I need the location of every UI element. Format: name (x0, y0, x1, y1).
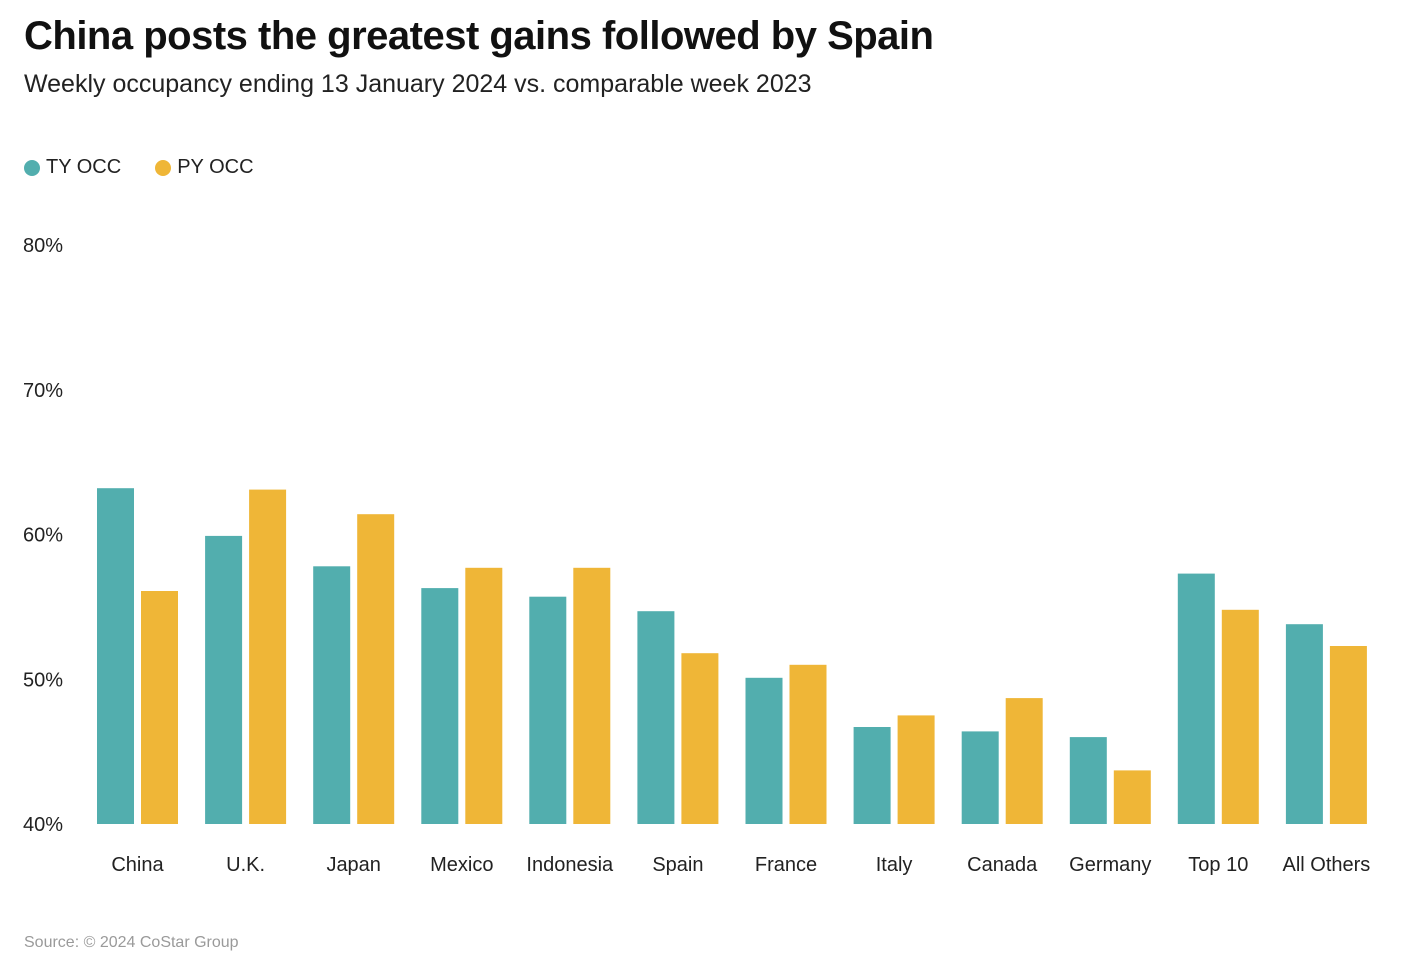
bar-ty-indonesia[interactable]: TY OCC Indonesia: 55.7% (529, 596, 567, 824)
x-tick-label: Mexico (430, 854, 493, 876)
bar-ty-japan[interactable]: TY OCC Japan: 57.8% (313, 566, 351, 824)
y-tick-label: 40% (23, 814, 63, 836)
source-note: Source: © 2024 CoStar Group (24, 934, 239, 951)
bar-py-spain[interactable]: PY OCC Spain: 51.8% (681, 653, 719, 824)
y-axis: 40% 50% 60% 70% 80% (23, 235, 63, 836)
bars: TY OCC China: 63.2%PY OCC China: 56.1% TY… (97, 488, 1367, 824)
x-tick-label: Germany (1069, 854, 1151, 876)
x-tick-label: Spain (652, 854, 703, 876)
bar-ty-china[interactable]: TY OCC China: 63.2% (97, 488, 134, 824)
x-tick-label: Japan (326, 854, 381, 876)
bar-ty-germany[interactable]: TY OCC Germany: 46% (1069, 737, 1107, 824)
x-tick-label: U.K. (226, 854, 265, 876)
bar-ty-mexico[interactable]: TY OCC Mexico: 56.3% (421, 588, 459, 824)
bar-py-mexico[interactable]: PY OCC Mexico: 57.7% (465, 567, 503, 824)
chart-title: China posts the greatest gains followed … (24, 14, 934, 58)
bar-py-japan[interactable]: PY OCC Japan: 61.4% (357, 514, 395, 824)
bar-py-germany[interactable]: PY OCC Germany: 43.7% (1113, 770, 1151, 824)
x-tick-label: All Others (1282, 854, 1370, 876)
bar-py-top-10[interactable]: PY OCC Top 10: 54.8% (1221, 609, 1259, 824)
bar-py-china[interactable]: PY OCC China: 56.1% (141, 591, 178, 824)
legend-swatch-py-occ (155, 159, 172, 176)
x-tick-label: China (111, 854, 164, 876)
bar-ty-canada[interactable]: TY OCC Canada: 46.4% (961, 731, 999, 824)
bar-ty-france[interactable]: TY OCC France: 50.1% (745, 677, 783, 824)
y-tick-label: 60% (23, 525, 63, 547)
y-tick-label: 50% (23, 669, 63, 691)
bar-py-france[interactable]: PY OCC France: 51% (789, 664, 827, 824)
legend: TY OCC PY OCC (24, 156, 254, 179)
legend-item-py-occ[interactable]: PY OCC (155, 156, 254, 179)
x-tick-label: Italy (876, 854, 913, 876)
bar-ty-all-others[interactable]: TY OCC All Others: 53.8% (1285, 624, 1323, 824)
bar-py-italy[interactable]: PY OCC Italy: 47.5% (897, 715, 935, 824)
legend-label-py-occ: PY OCC (177, 156, 254, 178)
bar-ty-spain[interactable]: TY OCC Spain: 54.7% (637, 611, 675, 824)
x-tick-label: Canada (967, 854, 1038, 876)
bar-py-all-others[interactable]: PY OCC All Others: 52.3% (1329, 646, 1367, 824)
legend-label-ty-occ: TY OCC (46, 156, 122, 178)
chart-subtitle: Weekly occupancy ending 13 January 2024 … (24, 70, 812, 98)
y-tick-label: 80% (23, 235, 63, 257)
x-tick-label: Top 10 (1188, 854, 1248, 876)
x-axis: China U.K. Japan Mexico Indonesia Spain France… (111, 854, 1370, 876)
bar-py-canada[interactable]: PY OCC Canada: 48.7% (1005, 698, 1043, 824)
x-tick-label: France (755, 854, 817, 876)
bar-ty-top-10[interactable]: TY OCC Top 10: 57.3% (1177, 573, 1215, 824)
x-tick-label: Indonesia (526, 854, 614, 876)
bar-ty-u-k-[interactable]: TY OCC U.K.: 59.9% (205, 535, 243, 824)
bar-py-indonesia[interactable]: PY OCC Indonesia: 57.7% (573, 567, 611, 824)
legend-item-ty-occ[interactable]: TY OCC (24, 156, 121, 179)
bar-py-u-k-[interactable]: PY OCC U.K.: 63.1% (249, 489, 287, 824)
legend-swatch-ty-occ (24, 159, 40, 176)
bar-ty-italy[interactable]: TY OCC Italy: 46.7% (853, 727, 891, 824)
y-tick-label: 70% (23, 380, 63, 402)
